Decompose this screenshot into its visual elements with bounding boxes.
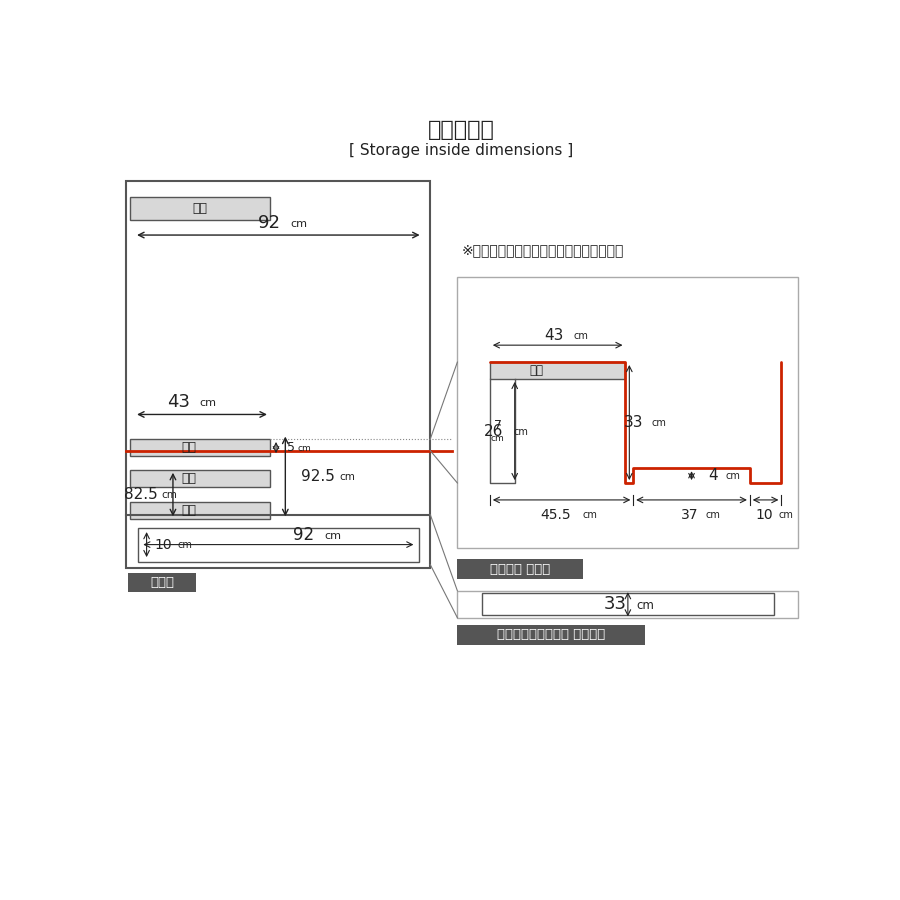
Text: バネ: バネ [181,472,196,485]
Text: cm: cm [339,472,356,482]
Text: バネ: バネ [529,364,544,377]
FancyBboxPatch shape [457,590,798,617]
Text: cm: cm [514,427,528,436]
Text: 5: 5 [287,441,295,454]
Text: [ Storage inside dimensions ]: [ Storage inside dimensions ] [349,143,573,157]
FancyBboxPatch shape [130,439,270,456]
Text: バネ: バネ [181,504,196,518]
Text: 33: 33 [624,415,643,430]
Text: 92.5: 92.5 [301,469,335,484]
Text: ※「バネ」部分は有効内寸から除きます。: ※「バネ」部分は有効内寸から除きます。 [461,244,624,257]
Text: 仕切り面 断面図: 仕切り面 断面図 [490,562,550,576]
Text: cm: cm [161,491,177,500]
Text: 収納庫内寸: 収納庫内寸 [428,120,495,140]
Text: cm: cm [290,220,307,230]
FancyBboxPatch shape [490,362,626,379]
Text: cm: cm [178,540,193,551]
Text: cm: cm [324,531,341,541]
Text: cm: cm [199,398,216,408]
Text: cm: cm [726,472,741,482]
FancyBboxPatch shape [130,502,270,519]
Text: 92: 92 [292,526,314,544]
FancyBboxPatch shape [130,196,270,220]
FancyBboxPatch shape [128,573,196,591]
Text: 10: 10 [755,508,773,522]
Text: バネ: バネ [181,441,196,454]
Text: 43: 43 [166,393,190,411]
Text: cm: cm [573,331,589,341]
FancyBboxPatch shape [126,181,430,569]
Text: 4: 4 [708,468,718,483]
Text: cm: cm [706,510,721,520]
Text: 82.5: 82.5 [123,487,158,502]
Text: 37: 37 [681,508,698,522]
Text: 7: 7 [494,419,501,432]
FancyBboxPatch shape [457,277,798,548]
Text: 43: 43 [544,328,563,343]
Text: cm: cm [491,434,505,443]
FancyBboxPatch shape [457,625,645,644]
Text: cm: cm [636,599,654,612]
Text: 45.5: 45.5 [540,508,571,522]
Text: 26: 26 [484,424,503,438]
Text: ロングフットボード 内寸深さ: ロングフットボード 内寸深さ [497,628,606,641]
Text: 92: 92 [257,214,281,232]
Text: cm: cm [583,510,598,520]
Text: バネ: バネ [193,202,208,214]
FancyBboxPatch shape [457,559,583,580]
Text: 10: 10 [155,537,173,552]
Text: 上面図: 上面図 [150,576,174,589]
FancyBboxPatch shape [130,470,270,487]
FancyBboxPatch shape [138,527,419,562]
Text: cm: cm [298,444,311,453]
FancyBboxPatch shape [482,593,774,616]
Text: cm: cm [778,510,793,520]
Text: cm: cm [652,418,666,428]
Text: 33: 33 [604,595,627,613]
